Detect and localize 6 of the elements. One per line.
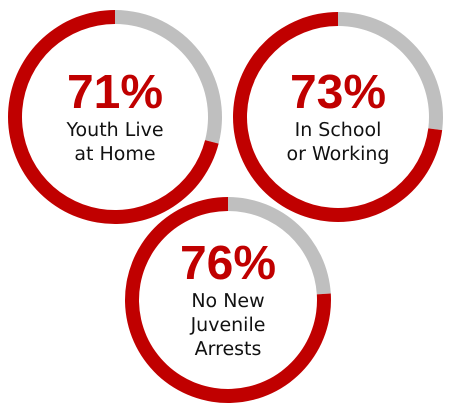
slice-label: In School or Working [286, 118, 390, 166]
data-label: 71% [66, 66, 164, 119]
data-label: 73% [290, 66, 386, 119]
slice-label: No New Juvenile Arrests [188, 289, 266, 361]
slice-label: Youth Live at Home [65, 118, 165, 166]
data-label: 76% [180, 237, 276, 290]
